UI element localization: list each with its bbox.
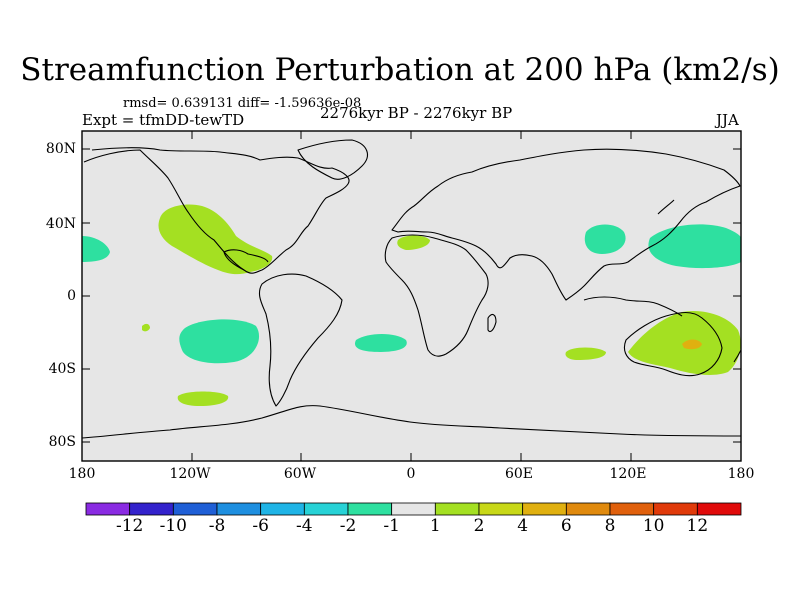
lon-label-60e: 60E: [504, 466, 534, 482]
negative-region-south-pacific: [179, 319, 260, 364]
lat-label-40n: 40N: [45, 216, 76, 232]
colorbar-label: -12: [115, 516, 144, 536]
colorbar-label: 10: [642, 516, 665, 536]
colorbar-swatch: [434, 502, 480, 516]
map-background: [82, 131, 741, 461]
colorbar-swatch: [478, 502, 524, 516]
gulf-of-mexico: [223, 249, 269, 271]
colorbar-label: -6: [252, 516, 269, 536]
lat-label-80s: 80S: [48, 434, 76, 450]
antarctica-coast: [81, 405, 742, 439]
colorbar-label: 4: [517, 516, 529, 536]
colorbar-swatch: [391, 502, 436, 516]
colorbar-label: -2: [339, 516, 357, 536]
negative-region-west-pacific: [82, 236, 110, 262]
colorbar-swatch: [129, 502, 174, 516]
experiment-label: Expt = tfmDD-tewTD: [82, 111, 245, 129]
lon-label-180e: 180: [727, 466, 755, 482]
negative-anomaly-regions: [82, 224, 741, 364]
colorbar-label: 8: [604, 516, 616, 536]
colorbar-swatch: [85, 502, 131, 516]
positive-region-southeast-pacific: [177, 391, 229, 406]
coastlines: [81, 139, 742, 439]
colorbar-label: -10: [159, 516, 188, 536]
period-label: 2276kyr BP - 2276kyr BP: [320, 104, 513, 122]
positive-strong-region-australia: [682, 339, 702, 350]
colorbar-swatch: [172, 502, 218, 516]
positive-region-north-africa: [397, 235, 430, 250]
stats-text: rmsd= 0.639131 diff= -1.59636e-08: [123, 96, 362, 111]
colorbar-label: 6: [560, 516, 572, 536]
colorbar-swatch: [260, 502, 305, 516]
lat-label-eq: 0: [67, 288, 76, 304]
colorbar-swatch: [522, 502, 567, 516]
positive-region-mid-pacific: [142, 323, 150, 332]
colorbar-label: 12: [686, 516, 709, 536]
japan-coast: [657, 199, 675, 215]
positive-region-north-america: [158, 204, 273, 275]
positive-region-indian-ocean: [565, 347, 606, 360]
colorbar-label: -8: [208, 516, 226, 536]
colorbar-swatch: [653, 502, 698, 516]
greenland-coast: [297, 139, 368, 180]
colorbar: [85, 502, 742, 516]
colorbar-swatch: [565, 502, 611, 516]
colorbar-swatch: [696, 502, 742, 516]
colorbar-swatch: [347, 502, 393, 516]
colorbar-label: -4: [296, 516, 313, 536]
colorbar-swatch: [303, 502, 349, 516]
colorbar-label: 1: [429, 516, 441, 536]
lon-label-180w: 180: [68, 466, 96, 482]
north-america-coast: [83, 147, 350, 274]
lat-label-40s: 40S: [48, 361, 76, 377]
negative-region-north-pacific: [648, 224, 741, 269]
africa-coast: [384, 234, 489, 357]
indonesia-coast: [583, 296, 683, 317]
madagascar-coast: [487, 313, 497, 333]
axis-ticks: [82, 131, 741, 461]
europe-asia-coast: [391, 148, 741, 301]
lat-label-80n: 80N: [45, 141, 76, 157]
colorbar-label: 2: [473, 516, 485, 536]
lon-label-120w: 120W: [169, 466, 211, 482]
lon-label-0: 0: [406, 466, 416, 482]
plot-title: Streamfunction Perturbation at 200 hPa (…: [20, 52, 780, 88]
lon-label-120e: 120E: [609, 466, 647, 482]
lon-label-60w: 60W: [283, 466, 317, 482]
season-label: JJA: [716, 111, 739, 129]
colorbar-swatch: [216, 502, 262, 516]
australia-coast: [623, 311, 723, 377]
negative-region-south-atlantic: [355, 334, 407, 352]
negative-region-east-asia: [584, 224, 626, 254]
colorbar-label: -1: [383, 516, 400, 536]
colorbar-swatch: [609, 502, 655, 516]
south-america-coast: [258, 273, 343, 407]
